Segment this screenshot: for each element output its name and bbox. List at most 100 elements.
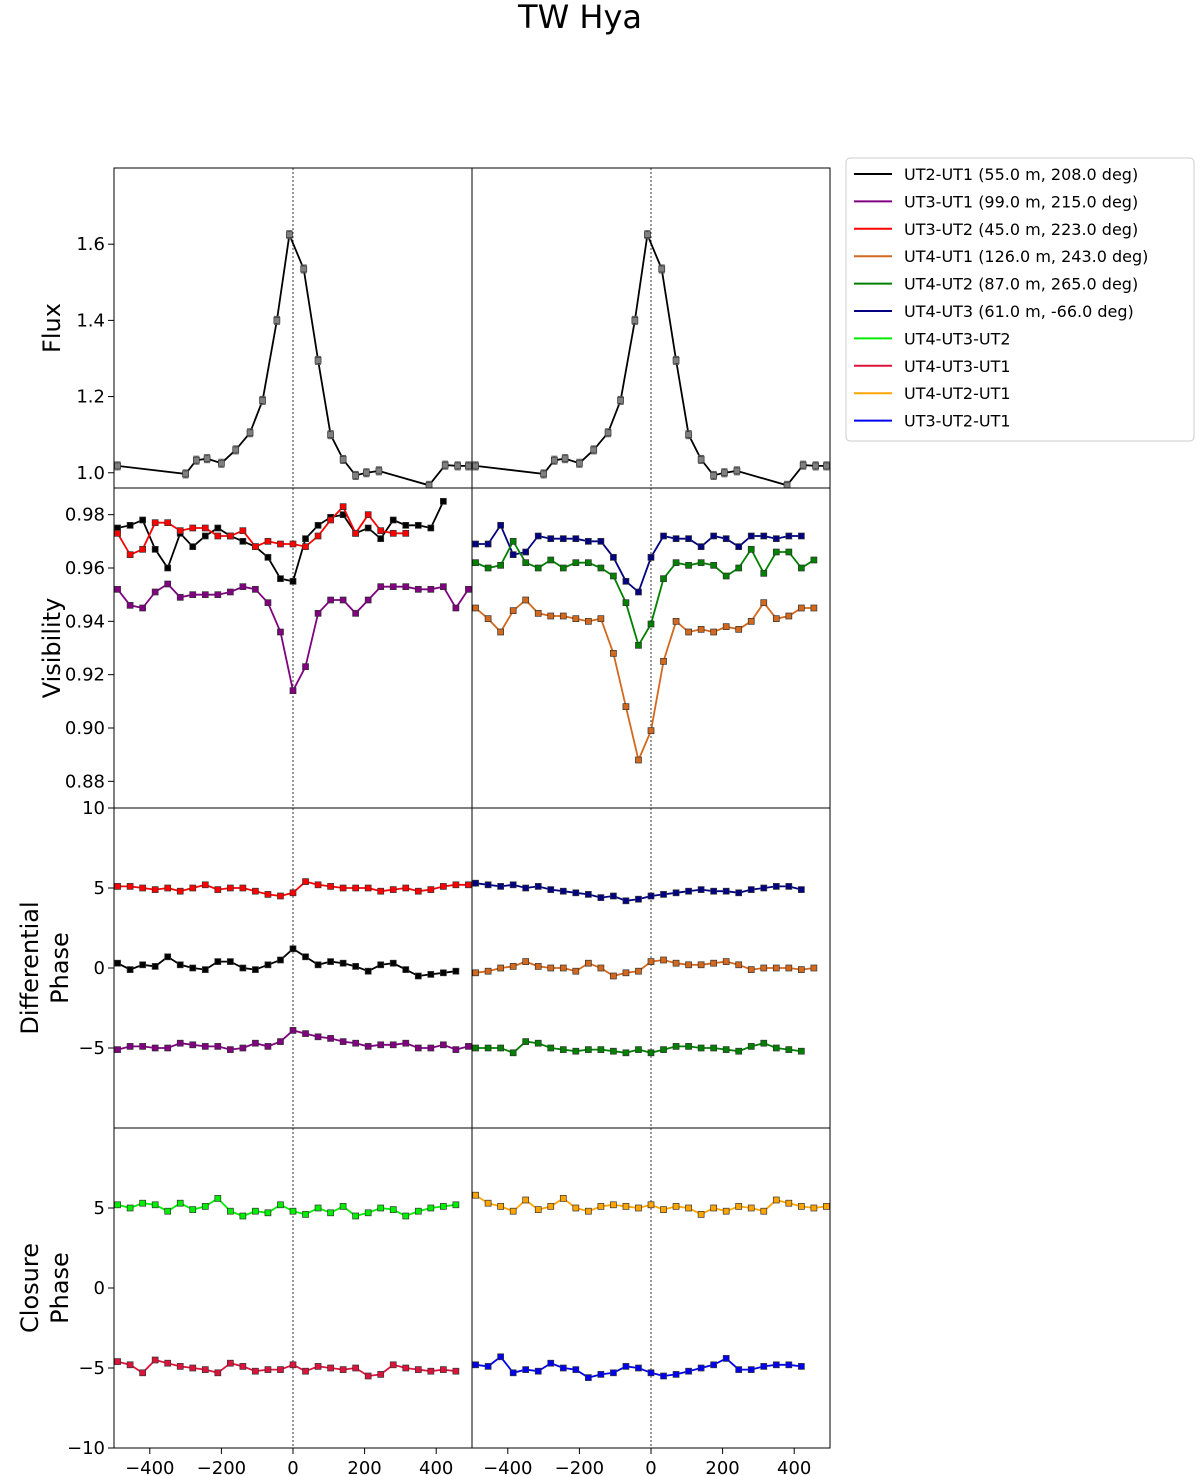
y-tick-label: 1.0 [76, 463, 105, 484]
data-point [760, 532, 768, 540]
data-point [572, 889, 580, 897]
data-point [151, 1044, 159, 1052]
data-point [672, 1371, 680, 1378]
data-point [189, 964, 197, 972]
data-point [277, 540, 284, 548]
data-point [402, 521, 410, 529]
data-point [647, 727, 655, 735]
data-point [597, 564, 605, 572]
data-point [201, 1366, 209, 1373]
data-point [452, 1046, 460, 1053]
data-point [622, 577, 630, 585]
data-point [452, 604, 460, 612]
data-point [735, 961, 743, 969]
data-point [389, 886, 397, 893]
data-point [114, 529, 121, 537]
panel-diffphase-1 [114, 808, 472, 1128]
data-point [635, 1364, 642, 1372]
data-point [452, 967, 460, 975]
data-point [364, 511, 372, 519]
data-point [289, 1027, 297, 1034]
data-point [584, 1046, 592, 1053]
data-point [402, 966, 410, 973]
data-point [252, 543, 259, 551]
data-point [264, 891, 272, 898]
data-point [584, 959, 592, 967]
data-point [772, 548, 780, 556]
data-point [176, 593, 184, 601]
data-point [547, 535, 555, 543]
data-point [176, 887, 184, 895]
data-point [114, 883, 121, 890]
data-point [327, 1209, 334, 1217]
panel-flux-2 [472, 168, 830, 488]
data-point [672, 1203, 680, 1210]
data-point [302, 1211, 309, 1218]
data-point [289, 540, 297, 548]
data-point [735, 1047, 743, 1055]
data-point [139, 1369, 146, 1377]
data-point [472, 969, 479, 977]
data-point [465, 462, 472, 470]
series-line [117, 1358, 457, 1377]
data-point [414, 1366, 422, 1373]
data-point [660, 1206, 667, 1213]
data-point [697, 1044, 705, 1052]
y-tick-label: 0.90 [65, 718, 105, 739]
data-point [710, 532, 718, 540]
data-point [440, 1041, 447, 1049]
data-point [189, 884, 197, 892]
data-point [798, 966, 805, 973]
data-point [139, 604, 146, 612]
data-point [559, 612, 567, 620]
data-point [402, 884, 410, 892]
data-point [176, 527, 184, 535]
data-point [377, 1204, 385, 1212]
panel-flux-1 [114, 168, 472, 488]
data-point [264, 1366, 272, 1373]
data-point [377, 583, 385, 591]
data-point [472, 1191, 479, 1199]
data-point [452, 1367, 460, 1375]
data-point [139, 1043, 146, 1050]
data-point [126, 601, 134, 609]
data-point [364, 1209, 372, 1217]
y-tick-label: 1.2 [76, 387, 105, 408]
data-point [414, 585, 422, 593]
data-point [722, 572, 730, 580]
data-point [647, 1201, 655, 1209]
data-point [277, 1201, 284, 1209]
data-point [176, 1199, 184, 1207]
data-point [522, 1366, 530, 1373]
data-point [747, 1204, 755, 1212]
data-point [672, 535, 680, 543]
data-point [572, 1047, 580, 1055]
y-axis-label: Closure [16, 1243, 44, 1333]
data-point [182, 470, 189, 478]
series-line [117, 947, 457, 977]
data-point [264, 1043, 272, 1050]
data-point [314, 1033, 322, 1041]
data-point [427, 1204, 435, 1212]
data-point [622, 703, 630, 711]
data-point [798, 604, 805, 612]
data-point [364, 596, 372, 604]
data-point [352, 609, 359, 617]
data-point [597, 537, 605, 545]
data-point [484, 564, 492, 572]
data-point [239, 1044, 247, 1052]
data-point [289, 1207, 297, 1215]
data-point [214, 958, 222, 965]
data-point [747, 966, 755, 973]
data-point [214, 1369, 222, 1377]
y-tick-label: −5 [78, 1038, 105, 1059]
data-point [114, 1201, 121, 1209]
data-point [660, 657, 667, 665]
data-point [783, 481, 791, 488]
data-point [647, 553, 655, 561]
data-point [735, 564, 743, 572]
data-point [760, 1363, 768, 1370]
data-point [352, 1039, 359, 1047]
data-point [214, 886, 222, 893]
data-point [389, 529, 397, 537]
